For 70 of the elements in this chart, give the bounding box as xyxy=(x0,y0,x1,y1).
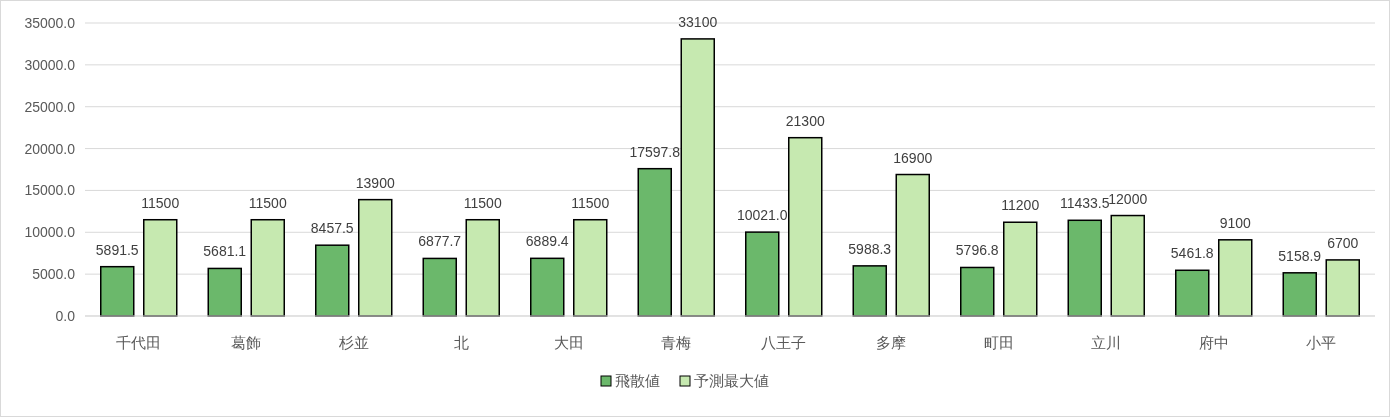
x-tick-label: 府中 xyxy=(1198,334,1229,351)
bar xyxy=(895,173,930,317)
x-tick-label: 町田 xyxy=(983,334,1014,351)
data-label: 9100 xyxy=(1219,214,1252,231)
x-tick-label: 八王子 xyxy=(761,334,807,351)
bar xyxy=(143,218,178,317)
legend-label: 飛散値 xyxy=(615,372,660,389)
bar xyxy=(207,267,242,317)
data-label: 33100 xyxy=(678,13,718,30)
x-tick-label: 多摩 xyxy=(876,334,907,351)
bar xyxy=(100,265,135,317)
data-label: 11500 xyxy=(141,194,180,211)
bar xyxy=(1325,259,1360,317)
data-label: 21300 xyxy=(785,112,825,129)
bar xyxy=(358,198,393,317)
bar xyxy=(1218,239,1253,317)
bar xyxy=(530,257,565,317)
data-label: 12000 xyxy=(1108,190,1148,207)
data-label: 6877.7 xyxy=(418,233,462,250)
bar xyxy=(680,38,715,317)
x-tick-label: 北 xyxy=(453,334,469,351)
legend-label: 予測最大値 xyxy=(694,372,769,389)
data-label: 16900 xyxy=(893,149,933,166)
data-label: 11500 xyxy=(463,194,502,211)
data-label: 5891.5 xyxy=(95,241,139,258)
bar xyxy=(960,266,995,317)
data-label: 11500 xyxy=(571,194,610,211)
data-label: 17597.8 xyxy=(629,143,681,160)
bar xyxy=(637,167,672,317)
data-label: 5461.8 xyxy=(1170,245,1214,262)
y-tick-label: 20000.0 xyxy=(24,140,76,157)
data-label: 6889.4 xyxy=(525,233,569,250)
x-tick-label: 杉並 xyxy=(337,334,369,351)
bar xyxy=(1175,269,1210,317)
data-label: 5796.8 xyxy=(955,242,999,259)
bar xyxy=(315,244,350,317)
y-tick-label: 25000.0 xyxy=(24,98,76,115)
bar xyxy=(422,257,457,317)
bar xyxy=(1067,219,1102,317)
y-tick-label: 10000.0 xyxy=(24,224,76,241)
bar xyxy=(852,265,887,317)
x-tick-label: 小平 xyxy=(1306,334,1337,351)
bar xyxy=(465,218,500,317)
y-tick-label: 5000.0 xyxy=(32,266,76,283)
bar xyxy=(573,218,608,317)
y-tick-label: 35000.0 xyxy=(24,15,76,31)
bar xyxy=(745,231,780,317)
x-tick-label: 千代田 xyxy=(116,334,162,351)
bar xyxy=(1003,221,1038,317)
bar xyxy=(1282,272,1317,317)
y-tick-label: 15000.0 xyxy=(24,182,76,199)
data-label: 6700 xyxy=(1327,234,1359,251)
data-label: 5158.9 xyxy=(1278,247,1322,264)
x-tick-label: 葛飾 xyxy=(231,334,262,351)
data-label: 11433.5 xyxy=(1059,195,1110,212)
y-tick-label: 30000.0 xyxy=(24,56,76,73)
data-label: 8457.5 xyxy=(310,220,354,237)
data-label: 5988.3 xyxy=(848,240,892,257)
bar xyxy=(1110,214,1145,317)
x-tick-label: 大田 xyxy=(553,334,584,351)
data-label: 5681.1 xyxy=(203,243,247,260)
y-tick-label: 0.0 xyxy=(55,308,76,324)
bar xyxy=(788,136,823,317)
x-tick-label: 立川 xyxy=(1091,334,1122,351)
data-label: 11200 xyxy=(1001,197,1040,214)
data-label: 11500 xyxy=(248,194,287,211)
data-label: 10021.0 xyxy=(736,207,788,224)
data-label: 13900 xyxy=(355,174,395,191)
x-tick-label: 青梅 xyxy=(661,334,692,351)
bar xyxy=(250,218,285,317)
